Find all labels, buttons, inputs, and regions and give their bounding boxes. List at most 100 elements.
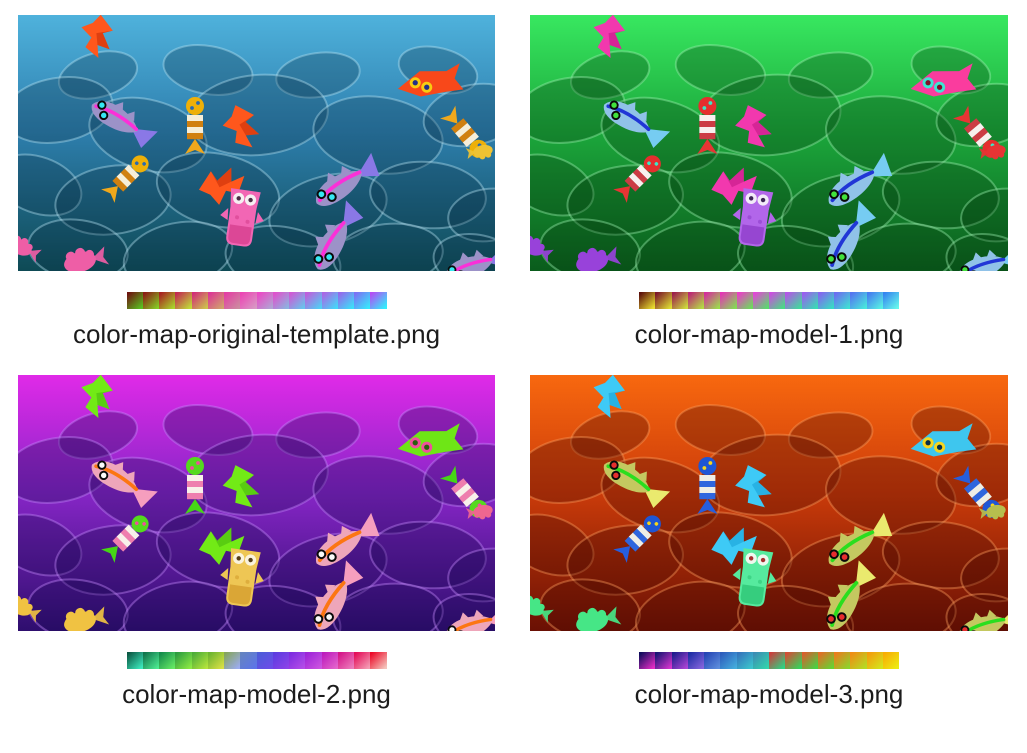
fish-blob	[465, 504, 493, 520]
fish-koi	[958, 605, 1008, 631]
fish-koi	[828, 512, 893, 567]
colormap-tile	[687, 652, 704, 669]
fish-bolt	[198, 167, 245, 205]
colormap-tile	[142, 292, 159, 309]
colormap-tile	[305, 292, 322, 309]
fish-bolt	[735, 465, 772, 508]
fish-stripe	[101, 515, 149, 563]
colormap-tile	[142, 652, 159, 669]
fish-owl	[220, 188, 264, 247]
colormap-tile	[769, 292, 786, 309]
fish-stripe	[101, 155, 149, 203]
figure-model-1: color-map-model-1.png	[530, 15, 1008, 348]
fish-owl	[732, 188, 777, 247]
colormap-tile	[866, 292, 883, 309]
colormap-tile	[687, 292, 704, 309]
figure-caption: color-map-model-3.png	[634, 679, 904, 709]
colormap-tile	[801, 292, 818, 309]
colormap-tile	[704, 652, 721, 669]
colormap-tile	[671, 652, 688, 669]
colormap-tile	[720, 652, 737, 669]
colormap-tile	[337, 652, 354, 669]
colormap-tile	[354, 292, 371, 309]
colormap-tile	[866, 652, 883, 669]
colormap-tile	[191, 292, 208, 309]
pebble-texture	[530, 404, 1008, 631]
colormap-tile	[736, 652, 753, 669]
fish-bolt	[593, 15, 626, 58]
colormap-tile	[370, 652, 387, 669]
colormap-tile	[272, 292, 289, 309]
colormap-tile	[289, 652, 306, 669]
colormap-tile	[655, 652, 672, 669]
colormap-tile	[882, 652, 899, 669]
fish-owl	[732, 548, 777, 607]
fish-blob	[576, 606, 622, 631]
colormap-strip-original-template	[126, 292, 387, 309]
colormap-tile	[191, 652, 208, 669]
fish-koi	[445, 605, 495, 631]
fish-koi	[91, 100, 158, 149]
fish-blob	[978, 504, 1006, 520]
fish-bolt	[198, 527, 245, 565]
colormap-tile	[256, 652, 273, 669]
colormap-tile	[639, 652, 656, 669]
scene-image-model-2	[18, 375, 495, 631]
colormap-tile	[785, 652, 802, 669]
fish-dart	[910, 63, 977, 97]
colormap-tile	[769, 652, 786, 669]
pebble-texture	[18, 44, 495, 271]
fish-koi	[603, 460, 671, 509]
fish-koi	[603, 100, 671, 149]
fish-bolt	[735, 105, 772, 148]
fish-stripe	[185, 97, 205, 154]
colormap-tile	[834, 292, 851, 309]
fish-bolt	[222, 465, 260, 508]
fish-bolt	[81, 375, 113, 418]
colormap-tile	[639, 292, 656, 309]
colormap-tile	[224, 652, 241, 669]
colormap-tile	[159, 292, 176, 309]
colormap-tile	[159, 652, 176, 669]
colormap-tile	[752, 652, 769, 669]
colormap-tile	[882, 292, 899, 309]
figure-caption: color-map-original-template.png	[72, 319, 441, 349]
colormap-tile	[272, 652, 289, 669]
colormap-tile	[321, 292, 338, 309]
fish-blob	[978, 144, 1006, 160]
fish-dart	[397, 423, 464, 457]
fish-bolt	[593, 375, 626, 418]
figure-caption: color-map-model-1.png	[634, 319, 904, 349]
figure-caption: color-map-model-2.png	[122, 679, 391, 709]
fish-dart	[910, 423, 977, 457]
fish-blob	[465, 144, 493, 160]
colormap-tile	[337, 292, 354, 309]
fish-koi	[445, 245, 495, 271]
fish-stripe	[613, 155, 661, 203]
colormap-tile	[720, 292, 737, 309]
fish-blob	[530, 595, 554, 623]
colormap-tile	[126, 292, 143, 309]
colormap-tile	[354, 652, 371, 669]
colormap-tile	[175, 652, 192, 669]
fish-owl	[220, 548, 264, 607]
colormap-tile	[834, 652, 851, 669]
colormap-tile	[321, 652, 338, 669]
figure-original-template: color-map-original-template.png	[18, 15, 495, 348]
fish-stripe	[697, 457, 718, 514]
colormap-tile	[817, 292, 834, 309]
fish-bolt	[711, 167, 757, 205]
scene-image-original-template	[18, 15, 495, 271]
fish-koi	[316, 512, 380, 567]
colormap-strip-model-3	[639, 652, 899, 669]
fish-bolt	[81, 15, 113, 58]
colormap-tile	[207, 652, 224, 669]
fish-koi	[91, 460, 158, 509]
colormap-tile	[655, 292, 672, 309]
colormap-tile	[126, 652, 143, 669]
colormap-tile	[850, 292, 867, 309]
fish-blob	[576, 246, 622, 271]
fish-blob	[64, 606, 110, 631]
fish-stripe	[613, 515, 661, 563]
colormap-tile	[256, 292, 273, 309]
